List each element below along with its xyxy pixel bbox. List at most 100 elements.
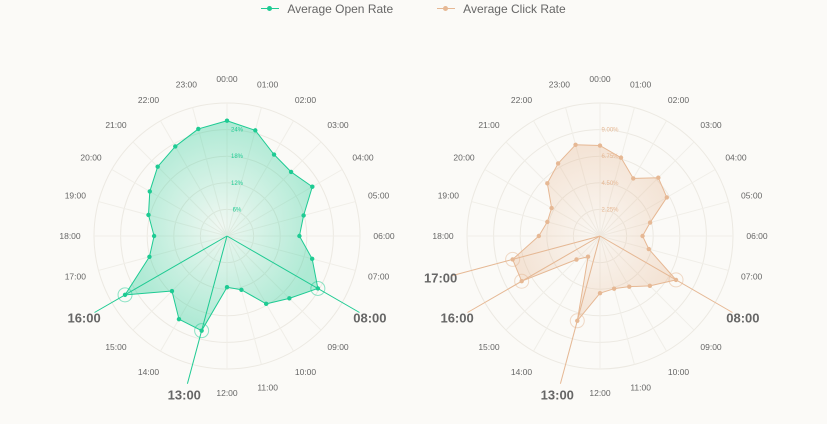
hour-label: 06:00 bbox=[746, 231, 768, 241]
hour-label: 20:00 bbox=[80, 153, 102, 163]
data-point[interactable] bbox=[573, 142, 578, 147]
data-point[interactable] bbox=[597, 143, 603, 148]
data-point[interactable] bbox=[656, 175, 661, 180]
hour-label: 15:00 bbox=[105, 342, 127, 352]
data-point[interactable] bbox=[224, 118, 230, 123]
legend-label: Average Click Rate bbox=[463, 2, 566, 16]
data-point[interactable] bbox=[122, 292, 128, 298]
data-point[interactable] bbox=[310, 184, 315, 189]
data-point[interactable] bbox=[647, 283, 653, 289]
hour-label: 17:00 bbox=[65, 272, 87, 282]
data-point[interactable] bbox=[611, 286, 617, 291]
data-point[interactable] bbox=[297, 233, 302, 239]
data-point[interactable] bbox=[555, 161, 561, 166]
hour-label: 01:00 bbox=[630, 79, 652, 89]
highlight-ring bbox=[117, 287, 133, 303]
data-point[interactable] bbox=[545, 181, 550, 186]
highlight-ring bbox=[514, 273, 530, 289]
data-point[interactable] bbox=[287, 296, 292, 301]
hour-label: 13:00 bbox=[168, 387, 201, 402]
hour-label: 02:00 bbox=[668, 95, 690, 105]
hour-label: 20:00 bbox=[453, 153, 475, 163]
hour-label: 09:00 bbox=[327, 342, 349, 352]
hour-label: 02:00 bbox=[295, 95, 317, 105]
highlight-line bbox=[226, 235, 360, 313]
hour-label: 08:00 bbox=[353, 311, 386, 326]
legend-marker bbox=[261, 4, 280, 14]
data-point[interactable] bbox=[196, 126, 201, 132]
data-point[interactable] bbox=[224, 285, 230, 290]
data-point[interactable] bbox=[199, 328, 204, 333]
hour-label: 04:00 bbox=[352, 153, 374, 163]
data-point[interactable] bbox=[585, 254, 591, 259]
data-point[interactable] bbox=[301, 213, 306, 218]
radar-chart-1: 2.25%4.50%6.75%9.00%00:0001:0002:0003:00… bbox=[424, 74, 768, 402]
hour-label: 14:00 bbox=[138, 367, 160, 377]
hour-label: 15:00 bbox=[478, 342, 500, 352]
hour-label: 10:00 bbox=[295, 367, 317, 377]
legend-item-click-rate[interactable]: Average Click Rate bbox=[437, 2, 566, 16]
data-point[interactable] bbox=[239, 287, 244, 292]
data-point[interactable] bbox=[574, 257, 579, 262]
data-point[interactable] bbox=[271, 152, 277, 157]
hour-label: 13:00 bbox=[541, 387, 574, 402]
hour-label: 08:00 bbox=[726, 311, 759, 326]
hour-label: 14:00 bbox=[511, 367, 533, 377]
data-point[interactable] bbox=[147, 189, 152, 194]
hour-label: 23:00 bbox=[176, 79, 198, 89]
data-point[interactable] bbox=[627, 284, 632, 289]
hour-label: 10:00 bbox=[668, 367, 690, 377]
data-point[interactable] bbox=[147, 254, 152, 259]
hour-label: 04:00 bbox=[725, 153, 747, 163]
data-point[interactable] bbox=[155, 164, 160, 169]
hour-label: 00:00 bbox=[216, 74, 238, 84]
data-point[interactable] bbox=[263, 301, 269, 307]
hour-label: 00:00 bbox=[589, 74, 611, 84]
hour-label: 22:00 bbox=[138, 95, 160, 105]
data-point[interactable] bbox=[597, 290, 603, 296]
data-point[interactable] bbox=[288, 169, 294, 175]
data-point[interactable] bbox=[618, 155, 624, 160]
data-point[interactable] bbox=[640, 233, 645, 239]
data-point[interactable] bbox=[673, 277, 679, 283]
highlight-line bbox=[599, 235, 733, 313]
data-point[interactable] bbox=[646, 246, 652, 252]
hour-label: 06:00 bbox=[373, 231, 395, 241]
hour-label: 11:00 bbox=[630, 383, 651, 393]
data-point[interactable] bbox=[315, 286, 321, 291]
data-point[interactable] bbox=[519, 279, 524, 284]
hour-label: 23:00 bbox=[549, 79, 571, 89]
highlight-line bbox=[559, 235, 601, 384]
hour-label: 12:00 bbox=[589, 388, 611, 398]
data-point[interactable] bbox=[253, 128, 258, 133]
hour-label: 17:00 bbox=[424, 271, 457, 286]
legend-item-open-rate[interactable]: Average Open Rate bbox=[261, 2, 393, 16]
data-point[interactable] bbox=[647, 220, 653, 225]
hour-label: 03:00 bbox=[327, 120, 349, 130]
data-point[interactable] bbox=[549, 205, 554, 211]
hour-label: 11:00 bbox=[257, 383, 278, 393]
data-point[interactable] bbox=[151, 233, 157, 239]
hour-label: 21:00 bbox=[105, 120, 127, 130]
data-point[interactable] bbox=[575, 318, 580, 323]
data-point[interactable] bbox=[176, 316, 182, 322]
hour-label: 18:00 bbox=[432, 231, 454, 241]
hour-label: 12:00 bbox=[216, 388, 238, 398]
data-point[interactable] bbox=[631, 176, 636, 181]
hour-label: 22:00 bbox=[511, 95, 533, 105]
series-area bbox=[512, 144, 677, 322]
data-point[interactable] bbox=[545, 219, 550, 225]
data-point[interactable] bbox=[664, 195, 670, 200]
data-point[interactable] bbox=[169, 288, 175, 294]
data-point[interactable] bbox=[536, 233, 542, 239]
data-point[interactable] bbox=[173, 144, 178, 149]
hour-label: 07:00 bbox=[741, 272, 763, 282]
hour-label: 03:00 bbox=[700, 120, 722, 130]
hour-label: 19:00 bbox=[438, 190, 460, 200]
data-point[interactable] bbox=[146, 212, 151, 218]
highlight-line bbox=[94, 235, 228, 313]
data-point[interactable] bbox=[309, 256, 315, 262]
hour-label: 05:00 bbox=[368, 190, 390, 200]
data-point[interactable] bbox=[510, 257, 515, 262]
